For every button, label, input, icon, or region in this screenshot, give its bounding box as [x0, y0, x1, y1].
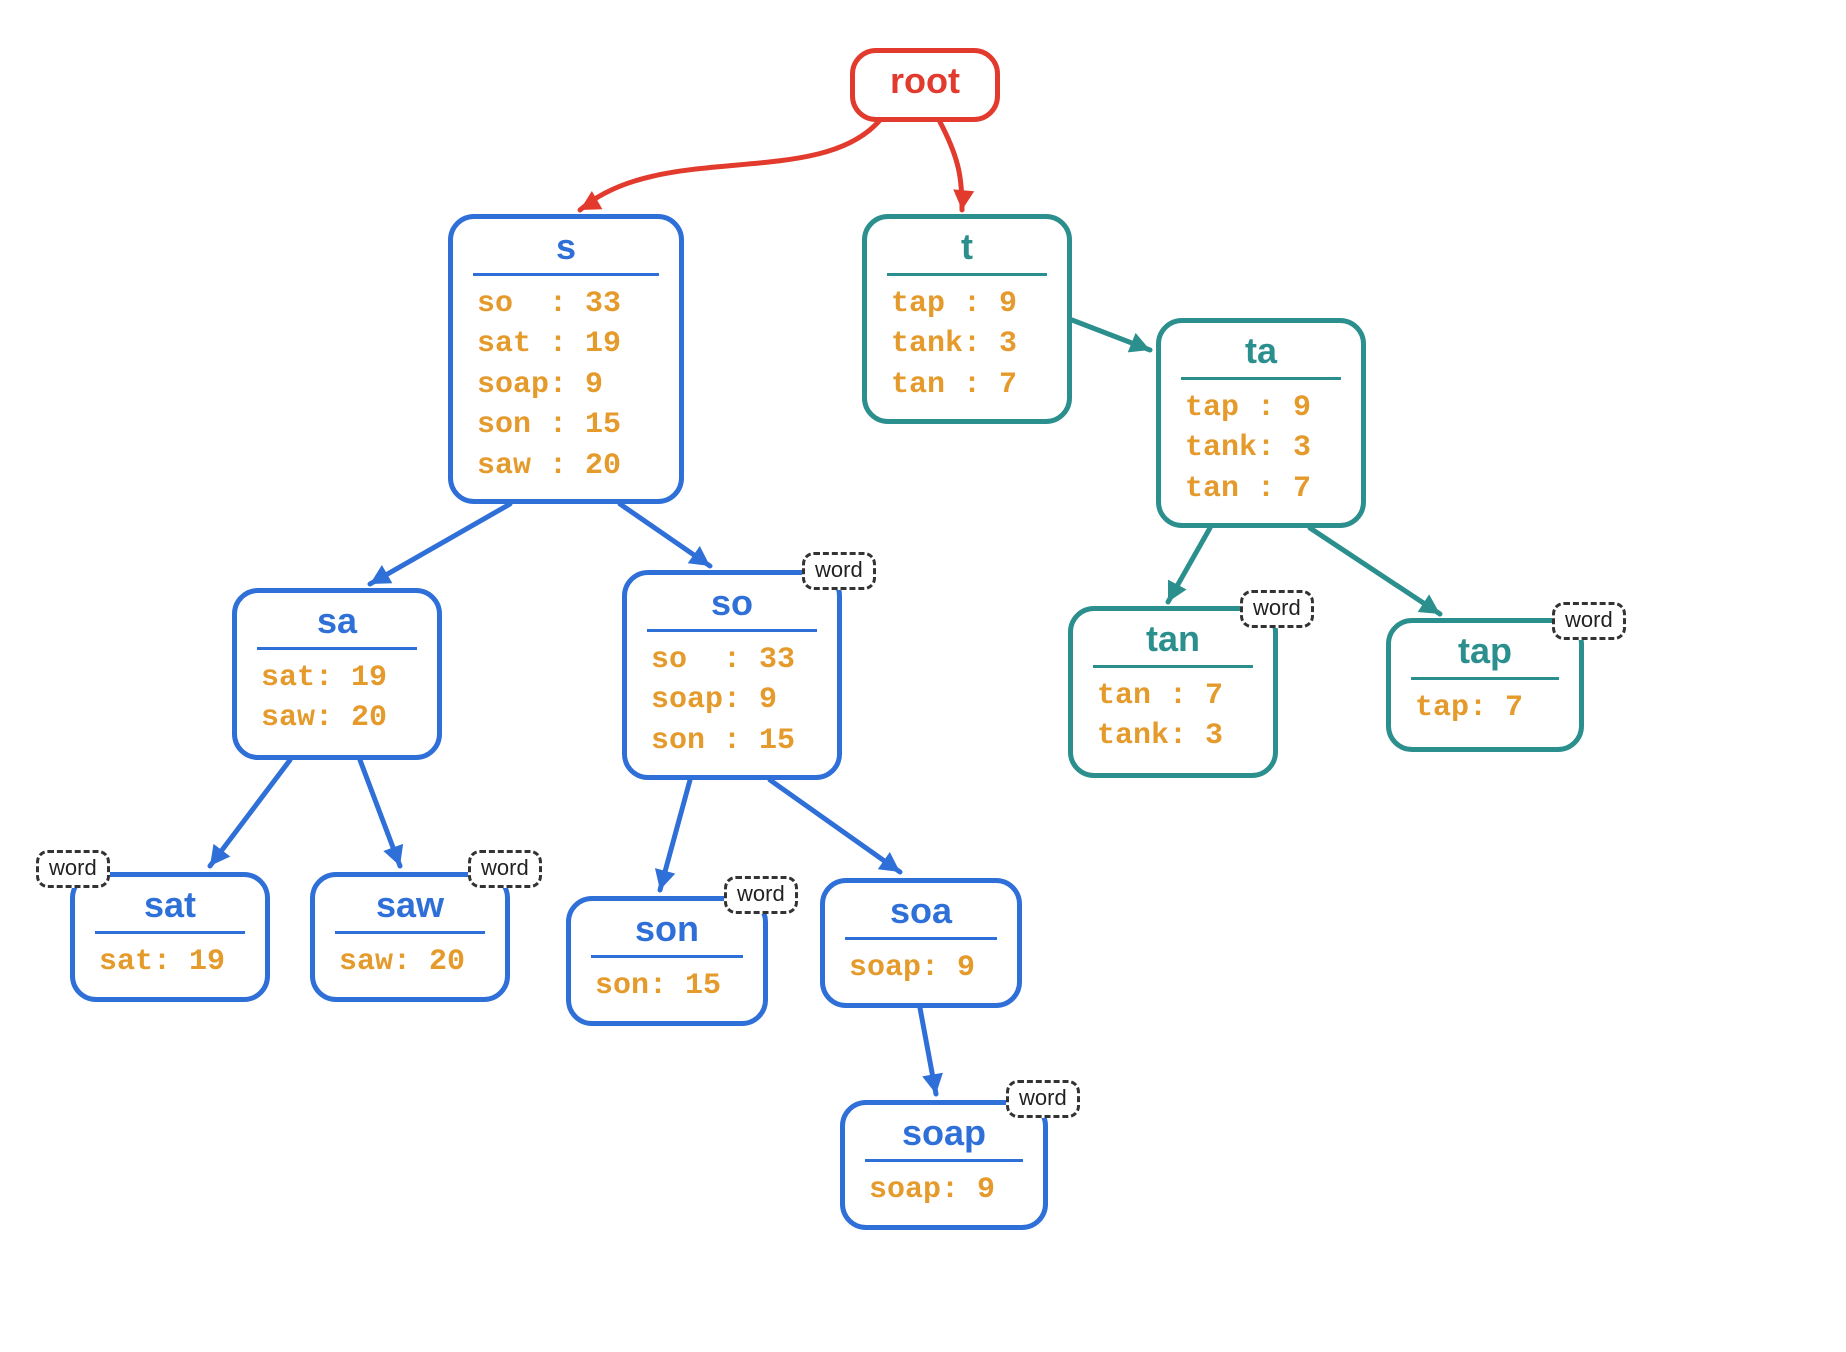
edge-ta-tap	[1310, 528, 1440, 614]
arrowhead-icon	[1418, 594, 1440, 614]
arrowhead-icon	[383, 844, 403, 866]
trie-diagram: root s so : 33 sat : 19 soap: 9 son : 15 s…	[0, 0, 1846, 1352]
node-divider	[865, 1159, 1023, 1162]
node-son: son son: 15	[566, 896, 768, 1026]
node-title: saw	[333, 885, 487, 929]
word-badge: word	[724, 876, 798, 914]
arrowhead-icon	[370, 565, 392, 584]
node-title: son	[589, 909, 745, 953]
arrowhead-icon	[580, 191, 602, 210]
node-divider	[473, 273, 659, 276]
arrowhead-icon	[210, 844, 230, 866]
node-root: root	[850, 48, 1000, 122]
node-title: ta	[1179, 331, 1343, 375]
node-divider	[1093, 665, 1253, 668]
arrowhead-icon	[655, 868, 675, 890]
node-entries: son: 15	[589, 966, 745, 1007]
arrowhead-icon	[688, 546, 710, 566]
node-entries: tap : 9 tank: 3 tan : 7	[1179, 388, 1343, 510]
node-tan: tan tan : 7 tank: 3	[1068, 606, 1278, 778]
arrowhead-icon	[878, 852, 900, 872]
node-ta: ta tap : 9 tank: 3 tan : 7	[1156, 318, 1366, 528]
node-divider	[887, 273, 1047, 276]
node-sa: sa sat: 19 saw: 20	[232, 588, 442, 760]
node-title: s	[471, 227, 661, 271]
node-divider	[591, 955, 743, 958]
edge-ta-tan	[1168, 528, 1210, 602]
arrowhead-icon	[953, 189, 974, 210]
edge-so-soa	[770, 780, 900, 872]
node-title: root	[873, 61, 977, 105]
node-title: tan	[1091, 619, 1255, 663]
node-title: tap	[1409, 631, 1561, 675]
edge-s-sa	[370, 504, 510, 584]
edge-sa-saw	[360, 760, 400, 866]
node-entries: saw: 20	[333, 942, 487, 983]
node-sat: sat sat: 19	[70, 872, 270, 1002]
node-s: s so : 33 sat : 19 soap: 9 son : 15 saw :…	[448, 214, 684, 504]
edge-root-s	[580, 120, 880, 210]
node-divider	[1411, 677, 1559, 680]
node-so: so so : 33 soap: 9 son : 15	[622, 570, 842, 780]
word-badge: word	[36, 850, 110, 888]
edge-soa-soap	[920, 1008, 936, 1094]
node-divider	[845, 937, 997, 940]
node-entries: soap: 9	[843, 948, 999, 989]
node-t: t tap : 9 tank: 3 tan : 7	[862, 214, 1072, 424]
edge-so-son	[660, 780, 690, 890]
node-soap: soap soap: 9	[840, 1100, 1048, 1230]
node-entries: so : 33 soap: 9 son : 15	[645, 640, 819, 762]
node-title: sat	[93, 885, 247, 929]
node-saw: saw saw: 20	[310, 872, 510, 1002]
word-badge: word	[1552, 602, 1626, 640]
arrowhead-icon	[922, 1073, 943, 1094]
arrowhead-icon	[1168, 580, 1187, 602]
edge-t-ta	[1072, 320, 1150, 350]
edge-root-t	[940, 122, 962, 210]
edge-sa-sat	[210, 760, 290, 866]
word-badge: word	[1240, 590, 1314, 628]
edge-s-so	[620, 504, 710, 566]
node-title: t	[885, 227, 1049, 271]
node-entries: soap: 9	[863, 1170, 1025, 1211]
node-divider	[1181, 377, 1341, 380]
node-entries: sat: 19 saw: 20	[255, 658, 419, 739]
node-title: soa	[843, 891, 999, 935]
node-title: sa	[255, 601, 419, 645]
node-title: so	[645, 583, 819, 627]
node-divider	[335, 931, 485, 934]
node-entries: sat: 19	[93, 942, 247, 983]
node-entries: tap : 9 tank: 3 tan : 7	[885, 284, 1049, 406]
node-title: soap	[863, 1113, 1025, 1157]
node-divider	[647, 629, 817, 632]
node-entries: so : 33 sat : 19 soap: 9 son : 15 saw : …	[471, 284, 661, 487]
node-entries: tan : 7 tank: 3	[1091, 676, 1255, 757]
node-divider	[257, 647, 417, 650]
arrowhead-icon	[1128, 333, 1150, 353]
word-badge: word	[468, 850, 542, 888]
node-entries: tap: 7	[1409, 688, 1561, 729]
word-badge: word	[1006, 1080, 1080, 1118]
word-badge: word	[802, 552, 876, 590]
node-divider	[95, 931, 245, 934]
node-soa: soa soap: 9	[820, 878, 1022, 1008]
node-tap: tap tap: 7	[1386, 618, 1584, 752]
